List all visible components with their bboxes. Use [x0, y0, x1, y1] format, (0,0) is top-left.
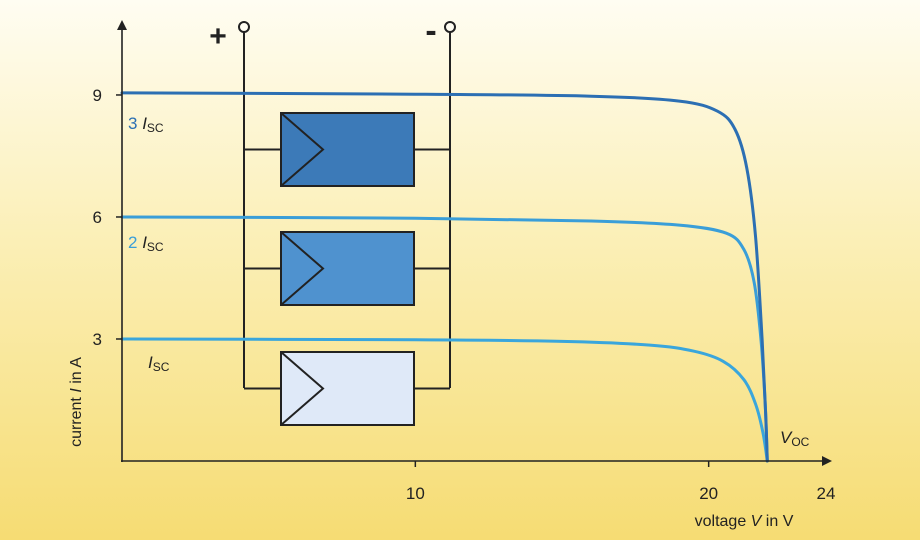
- iv-curve-3: [120, 91, 769, 463]
- solar-module: [280, 231, 415, 306]
- y-tick-label: 3: [93, 330, 102, 349]
- series-label-3: 3 ISC: [128, 114, 164, 135]
- y-axis-title: current I in A: [68, 357, 85, 447]
- series-label-2: 2 ISC: [128, 233, 164, 254]
- labels: voltage V in V current I in A ISC 2 ISC 3 IS…: [68, 114, 810, 530]
- x-tick-label: 24: [817, 484, 836, 503]
- y-tick-label: 9: [93, 86, 102, 105]
- iv-curves: [120, 91, 769, 463]
- plus-sign: +: [209, 20, 227, 53]
- x-tick-label: 20: [699, 484, 718, 503]
- solar-module: [280, 351, 415, 426]
- y-tick-label: 6: [93, 208, 102, 227]
- terminal-minus: [444, 21, 456, 33]
- solar-module: [280, 112, 415, 187]
- minus-sign: -: [425, 12, 436, 50]
- circuit-diagram: + -: [209, 12, 456, 426]
- series-label-1: ISC: [148, 353, 170, 374]
- terminal-plus: [238, 21, 250, 33]
- x-tick-label: 10: [406, 484, 425, 503]
- diode-symbol: [280, 231, 325, 306]
- x-axis-title: voltage V in V: [695, 513, 794, 530]
- voc-label: VOC: [780, 428, 810, 449]
- diode-symbol: [280, 112, 325, 187]
- iv-curve-1: [120, 337, 769, 463]
- axes: 3 6 9 10 20 24: [93, 20, 836, 503]
- diode-symbol: [280, 351, 325, 426]
